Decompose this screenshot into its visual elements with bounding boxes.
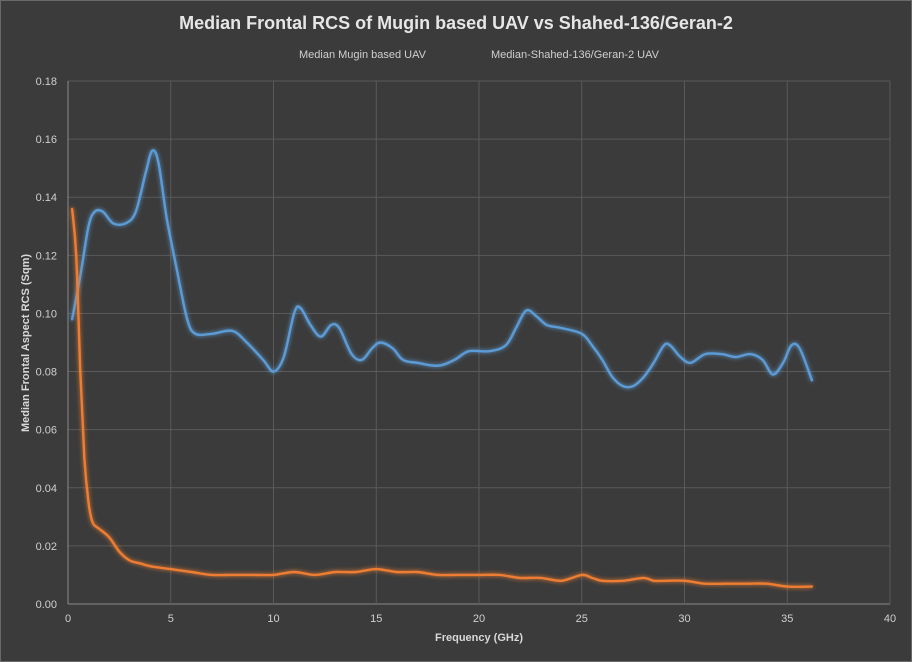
legend-label-1: Median Mugin based UAV (299, 49, 427, 61)
x-tick-label: 25 (576, 613, 588, 625)
chart-title: Median Frontal RCS of Mugin based UAV vs… (179, 13, 733, 33)
tick-labels: 0.00 0.02 0.04 0.06 0.08 0.10 0.12 0.14 0.16 0.18… (36, 76, 897, 625)
series-line-1 (70, 149, 814, 389)
y-axis-label: Median Frontal Aspect RCS (Sqm) (20, 254, 32, 432)
legend: Median Mugin based UAV Median-Shahed-136/… (267, 49, 660, 61)
y-tick-label: 0.16 (36, 134, 57, 146)
x-tick-label: 35 (781, 613, 793, 625)
series-line-2 (70, 207, 814, 589)
y-tick-label: 0.06 (36, 425, 57, 437)
x-axis-label: Frequency (GHz) (435, 632, 523, 644)
y-tick-label: 0.00 (36, 599, 57, 611)
x-tick-label: 30 (678, 613, 690, 625)
y-tick-label: 0.04 (36, 483, 57, 495)
legend-label-2: Median-Shahed-136/Geran-2 UAV (491, 49, 660, 61)
y-tick-label: 0.08 (36, 367, 57, 379)
y-tick-label: 0.02 (36, 541, 57, 553)
y-tick-label: 0.14 (36, 192, 57, 204)
y-tick-label: 0.18 (36, 76, 57, 88)
grid (67, 80, 891, 605)
x-tick-label: 40 (884, 613, 896, 625)
y-tick-label: 0.12 (36, 250, 57, 262)
x-tick-label: 5 (168, 613, 174, 625)
y-tick-label: 0.10 (36, 308, 57, 320)
x-tick-label: 15 (370, 613, 382, 625)
plot-area (70, 149, 814, 589)
x-tick-label: 20 (473, 613, 485, 625)
x-tick-label: 0 (65, 613, 71, 625)
x-tick-label: 10 (267, 613, 279, 625)
